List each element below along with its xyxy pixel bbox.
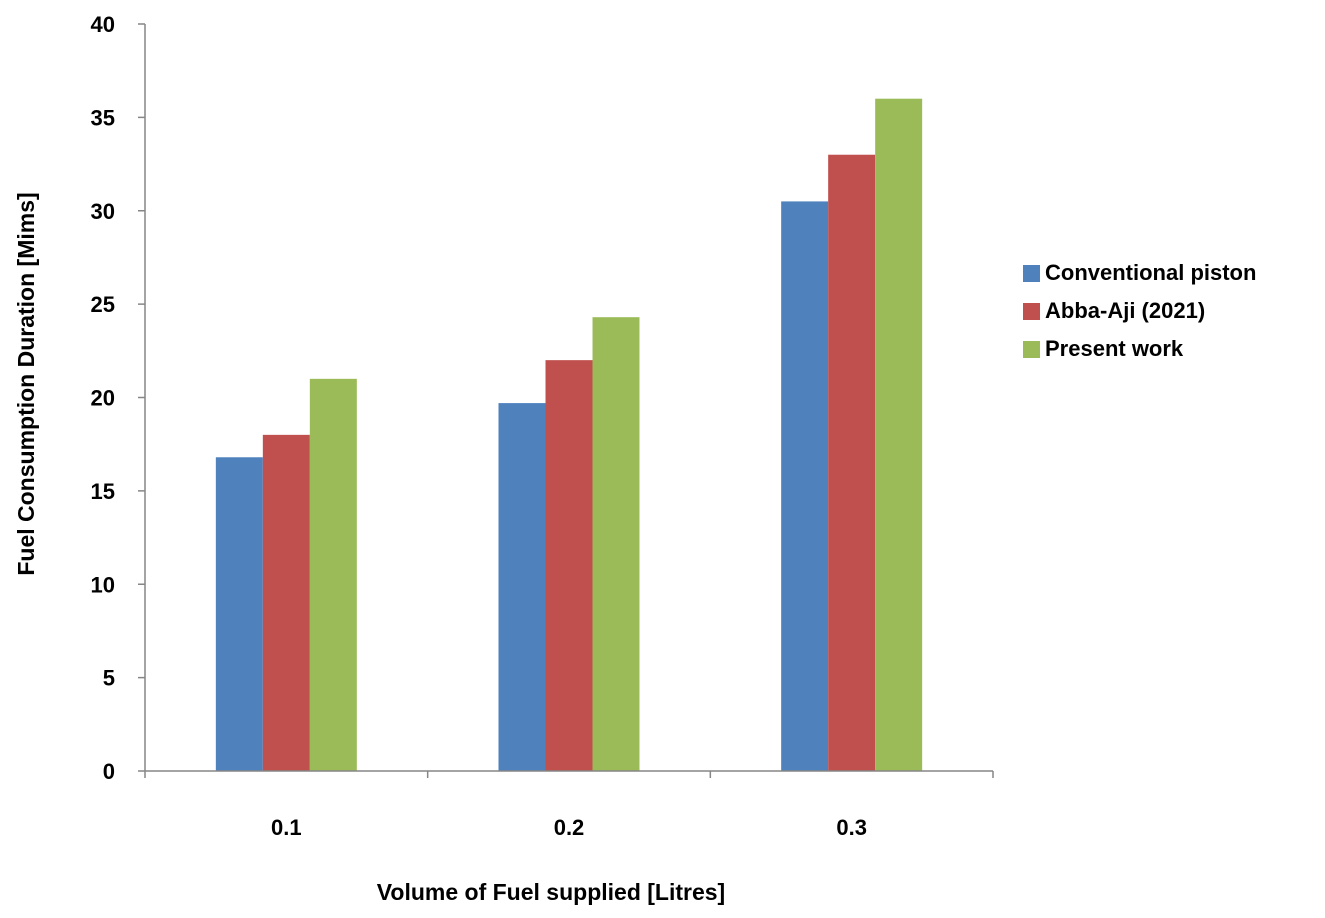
y-tick-label: 20 <box>91 386 115 411</box>
bar <box>592 317 640 771</box>
legend-label: Abba-Aji (2021) <box>1045 298 1205 323</box>
x-tick-label: 0.3 <box>836 815 867 840</box>
legend-swatch <box>1023 265 1040 282</box>
y-tick-label: 25 <box>91 292 115 317</box>
y-tick-label: 30 <box>91 199 115 224</box>
y-tick-label: 15 <box>91 479 115 504</box>
bar <box>828 154 876 772</box>
axes: 0 5 10 15 20 25 30 35 40 0.1 0.2 0.3 <box>91 12 994 840</box>
bar <box>545 360 593 771</box>
x-axis-title: Volume of Fuel supplied [Litres] <box>377 879 725 905</box>
bar <box>262 434 310 771</box>
bar <box>215 457 263 771</box>
y-tick-label: 0 <box>103 759 115 784</box>
legend-label: Conventional piston <box>1045 260 1256 285</box>
y-tick-label: 5 <box>103 666 115 691</box>
plot-area <box>215 98 923 772</box>
y-tick-label: 40 <box>91 12 115 37</box>
x-tick-label: 0.2 <box>554 815 585 840</box>
legend-label: Present work <box>1045 336 1184 361</box>
legend-swatch <box>1023 341 1040 358</box>
y-tick-label: 10 <box>91 572 115 597</box>
bar <box>781 201 829 772</box>
bar <box>875 98 923 771</box>
y-tick-label: 35 <box>91 105 115 130</box>
y-axis-title: Fuel Consumption Duration [Mims] <box>13 192 39 575</box>
bar <box>498 403 546 771</box>
legend: Conventional piston Abba-Aji (2021) Presen… <box>1023 260 1256 361</box>
x-tick-label: 0.1 <box>271 815 302 840</box>
bar <box>309 378 357 771</box>
legend-swatch <box>1023 303 1040 320</box>
